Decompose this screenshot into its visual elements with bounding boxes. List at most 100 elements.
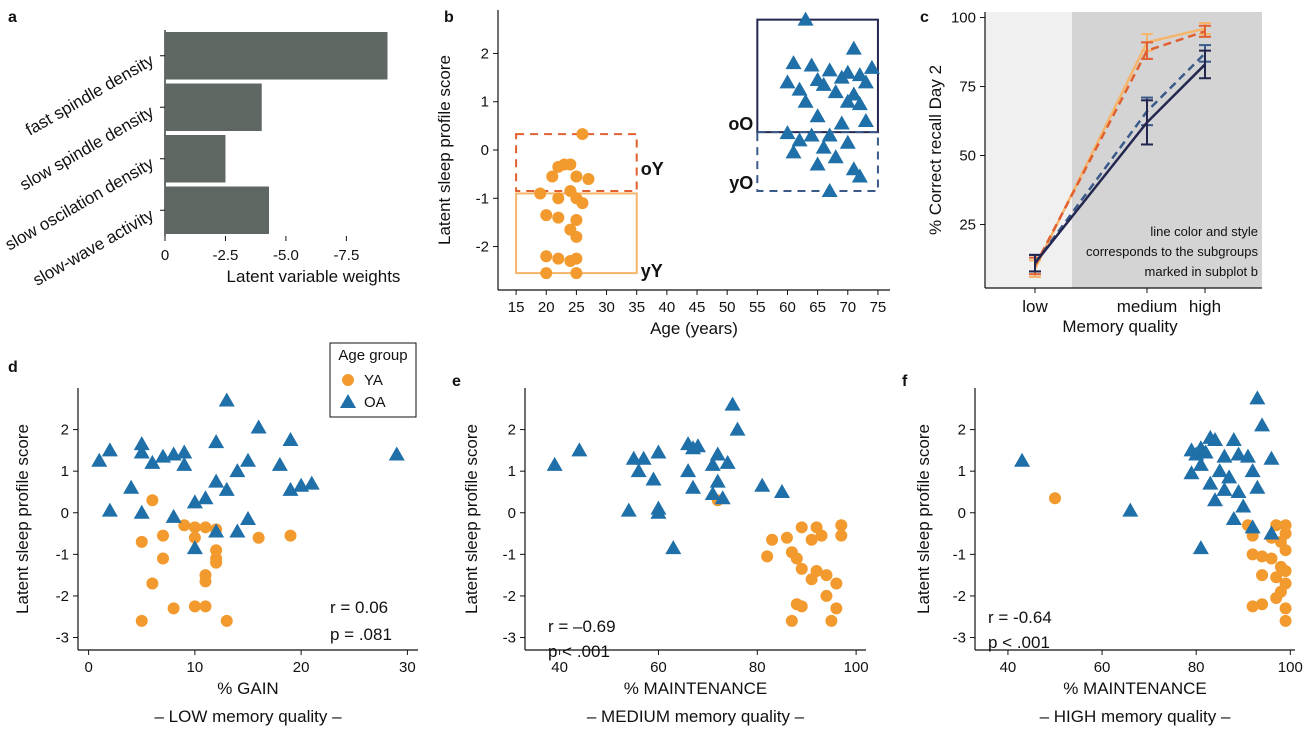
data-point-oa [851, 67, 868, 82]
data-point-oa [803, 57, 820, 72]
data-point-oa [821, 62, 838, 77]
data-point-oa [546, 456, 563, 471]
data-point-oa [714, 490, 731, 505]
data-point-oa [208, 523, 225, 538]
legend-label-oa: OA [364, 394, 386, 411]
subgroup-box-oy [515, 133, 638, 193]
data-point-oa [1235, 498, 1252, 513]
x-tick-label: 45 [689, 299, 706, 316]
x-axis-title: Memory quality [1062, 317, 1178, 336]
data-point-ya [1279, 564, 1292, 577]
data-point-oa [1216, 448, 1233, 463]
data-point-oa [630, 463, 647, 478]
x-tick-label: 35 [628, 299, 645, 316]
y-tick-label: -3 [953, 630, 966, 647]
data-point-ya [830, 602, 843, 615]
data-point-ya [576, 128, 589, 141]
data-point-oa [845, 86, 862, 101]
data-point-oa [1183, 465, 1200, 480]
data-point-ya [210, 556, 223, 569]
x-axis-subtitle: – LOW memory quality – [154, 707, 342, 726]
data-point-oa [851, 96, 868, 111]
panel-label-e: e [452, 373, 461, 390]
data-point-oa [1192, 456, 1209, 471]
x-axis-title: % GAIN [217, 679, 278, 698]
data-point-oa [303, 475, 320, 490]
y-axis-title: % Correct recall Day 2 [926, 65, 945, 235]
data-point-oa [101, 442, 118, 457]
data-point-oa [665, 540, 682, 555]
x-tick-label: 15 [508, 299, 525, 316]
data-point-oa [218, 392, 235, 407]
data-point-ya [199, 521, 212, 534]
subgroup-label-yy: yY [641, 261, 663, 281]
y-tick-label: -1 [56, 546, 69, 563]
data-point-oa [388, 446, 405, 461]
data-point-oa [282, 431, 299, 446]
data-point-oa [1249, 390, 1266, 405]
x-tick-label: 100 [844, 659, 869, 676]
subgroup-box-yo [756, 131, 879, 193]
data-point-ya [570, 170, 583, 183]
x-tick-label: 10 [187, 659, 204, 676]
data-point-ya [188, 521, 201, 534]
data-point-oa [1263, 450, 1280, 465]
x-tick-label: 65 [809, 299, 826, 316]
x-tick-label: 80 [749, 659, 766, 676]
data-point-oa [176, 456, 193, 471]
data-point-oa [282, 481, 299, 496]
data-point-ya [1270, 592, 1283, 605]
data-point-ya [546, 170, 559, 183]
data-point-ya [795, 521, 808, 534]
data-point-oa [1230, 446, 1247, 461]
x-tick-label: 60 [1094, 659, 1111, 676]
data-point-ya [835, 519, 848, 532]
data-point-ya [795, 600, 808, 613]
subgroup-label-oy: oY [641, 159, 664, 179]
data-point-oa [719, 454, 736, 469]
data-point-oa [709, 446, 726, 461]
y-axis-title: Latent sleep profile score [914, 424, 933, 614]
stat-p: p < .001 [988, 633, 1050, 652]
data-point-ya [835, 529, 848, 542]
data-point-ya [830, 577, 843, 590]
data-point-ya [785, 614, 798, 627]
y-tick-label: -3 [503, 630, 516, 647]
category-label: slow oscilation density [2, 154, 158, 255]
data-point-ya [790, 552, 803, 565]
data-point-oa [785, 55, 802, 70]
data-point-oa [133, 504, 150, 519]
bar [165, 186, 269, 234]
data-point-oa [240, 511, 256, 525]
x-tick-label: -5.0 [273, 247, 299, 264]
x-tick-label: 20 [293, 659, 310, 676]
data-point-ya [564, 255, 577, 268]
x-tick-label: 20 [538, 299, 555, 316]
data-point-oa [635, 450, 652, 465]
subgroup-label-oo: oO [728, 114, 753, 134]
data-point-oa [815, 76, 832, 91]
data-point-oa [833, 69, 850, 84]
data-point-ya [157, 552, 169, 565]
data-point-oa [773, 483, 790, 498]
y-tick-label: 1 [958, 463, 966, 480]
data-point-oa [827, 84, 844, 99]
data-point-oa [689, 438, 706, 453]
data-point-ya [157, 529, 169, 542]
y-tick-label: -2 [953, 588, 966, 605]
data-point-oa [165, 446, 182, 461]
data-point-oa [821, 127, 838, 142]
x-tick-label: low [1022, 297, 1048, 316]
data-point-oa [165, 508, 182, 523]
panel-label-a: a [8, 9, 17, 26]
data-point-oa [197, 490, 214, 505]
data-point-ya [188, 531, 201, 544]
data-point-oa [1225, 431, 1242, 446]
data-point-ya [815, 529, 828, 542]
x-axis-title: Latent variable weights [227, 267, 401, 286]
y-tick-label: 1 [481, 94, 489, 111]
data-point-oa [186, 494, 203, 509]
panel-label-c: c [920, 9, 929, 26]
data-point-oa [1197, 444, 1214, 459]
data-point-ya [570, 267, 583, 280]
